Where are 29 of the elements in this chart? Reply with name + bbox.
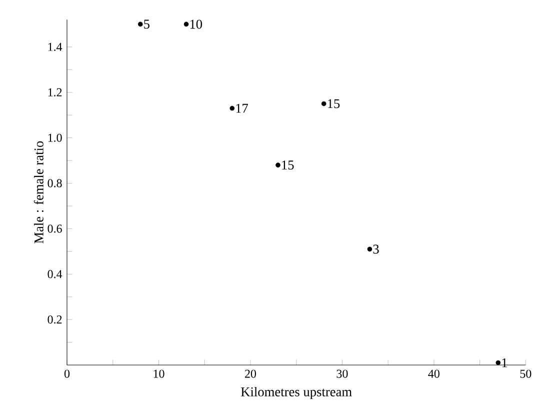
annotation: 1 [502,358,507,368]
point [230,106,235,111]
point [184,22,189,27]
x-tick-label: 40 [428,370,440,378]
annotation: 15 [282,160,294,170]
point [496,360,501,366]
annotation: 17 [236,104,248,113]
x-tick-label: 10 [154,370,164,378]
y-tick-label: 0.2 [48,315,62,324]
x-tick-label: 0 [64,370,70,378]
y-tick-label: 1.0 [48,134,62,142]
x-tick-label: 20 [244,370,256,378]
x-tick-label: 50 [520,370,532,378]
point [367,246,372,252]
annotation: 10 [190,20,202,29]
x-tick-label: 30 [336,370,348,378]
x-axis-title: Kilometres upstream [240,386,352,400]
y-tick-label: 0.6 [48,224,62,233]
annotation: 15 [328,99,340,108]
point [138,22,143,27]
point [321,101,326,106]
y-tick-label: 0.4 [48,270,62,278]
annotation: 5 [144,20,150,29]
annotation: 3 [373,244,379,254]
y-tick-label: 0.8 [48,179,62,188]
y-tick-label: 1.4 [48,42,62,51]
y-tick-label: 1.2 [48,88,62,96]
y-axis-title: Male : female ratio [34,141,44,244]
point [276,162,280,168]
